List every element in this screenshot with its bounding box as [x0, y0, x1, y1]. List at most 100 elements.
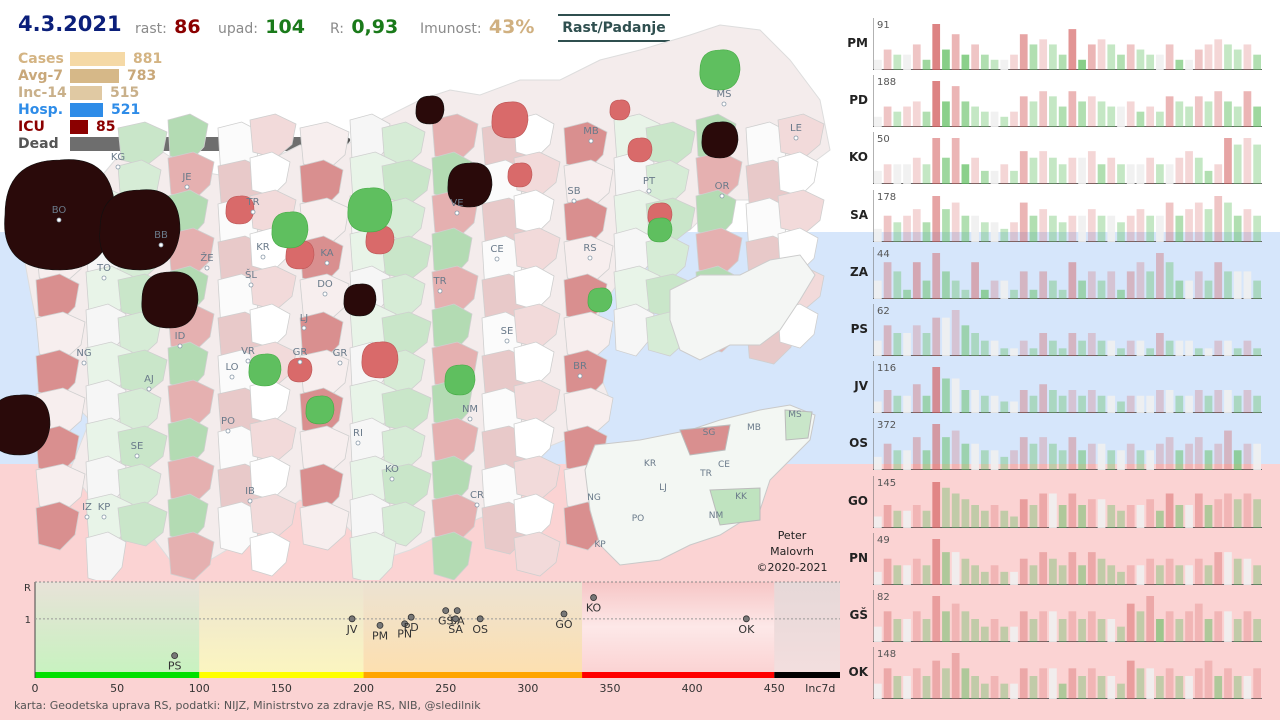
- minimap-region-kk[interactable]: [709, 487, 761, 526]
- municipality[interactable]: [167, 531, 215, 580]
- municipality[interactable]: [85, 531, 127, 580]
- very-high-municipality[interactable]: [99, 189, 181, 271]
- declining-municipality[interactable]: [699, 49, 741, 91]
- municipality[interactable]: [563, 311, 614, 361]
- region-point-KO[interactable]: [590, 594, 597, 601]
- municipality[interactable]: [167, 151, 215, 201]
- region-point-SA[interactable]: [453, 607, 461, 615]
- municipality[interactable]: [167, 379, 215, 429]
- municipality[interactable]: [777, 151, 819, 197]
- declining-municipality[interactable]: [248, 353, 282, 387]
- declining-municipality[interactable]: [587, 287, 613, 313]
- declining-municipality[interactable]: [347, 187, 393, 233]
- region-point-JV[interactable]: [348, 615, 356, 623]
- municipality[interactable]: [349, 531, 397, 580]
- municipality[interactable]: [299, 121, 350, 171]
- region-point-OK[interactable]: [742, 615, 750, 623]
- municipality[interactable]: [249, 113, 297, 159]
- municipality[interactable]: [249, 265, 297, 311]
- region-point-PD[interactable]: [407, 613, 415, 621]
- municipality[interactable]: [431, 417, 479, 467]
- slovenia-municipality-map[interactable]: KG JE BO BB TR KR ŽE ŠL TO KA DO VE CE SB RS MB PT MS LE OR…: [0, 0, 860, 580]
- declining-municipality[interactable]: [444, 364, 476, 396]
- minimap-region-ms[interactable]: [784, 409, 813, 441]
- municipality[interactable]: [299, 425, 350, 475]
- municipality[interactable]: [513, 493, 555, 539]
- municipality[interactable]: [167, 493, 209, 543]
- municipality[interactable]: [249, 531, 291, 577]
- region-point-PN[interactable]: [401, 620, 409, 628]
- region-point-PS[interactable]: [171, 652, 179, 660]
- municipality[interactable]: [167, 113, 209, 163]
- municipality[interactable]: [563, 197, 608, 247]
- municipality[interactable]: [249, 455, 291, 501]
- municipality[interactable]: [431, 303, 473, 353]
- municipality[interactable]: [513, 265, 555, 311]
- municipality[interactable]: [513, 341, 555, 387]
- municipality[interactable]: [249, 303, 291, 349]
- high-growth-municipality[interactable]: [627, 137, 653, 163]
- municipality[interactable]: [513, 417, 555, 463]
- very-high-municipality[interactable]: [447, 162, 493, 208]
- very-high-municipality[interactable]: [141, 271, 199, 329]
- municipality[interactable]: [431, 265, 479, 315]
- municipality[interactable]: [431, 531, 473, 580]
- municipality[interactable]: [117, 121, 168, 167]
- municipality[interactable]: [299, 349, 350, 399]
- region-point-GO[interactable]: [560, 610, 568, 618]
- municipality[interactable]: [513, 189, 555, 235]
- municipality[interactable]: [777, 189, 825, 235]
- very-high-municipality[interactable]: [415, 95, 445, 125]
- municipality[interactable]: [695, 189, 737, 239]
- municipality[interactable]: [167, 227, 215, 277]
- very-high-municipality[interactable]: [701, 121, 739, 159]
- municipality[interactable]: [299, 501, 350, 551]
- region-point-SA[interactable]: [452, 615, 459, 623]
- very-high-municipality[interactable]: [0, 394, 51, 456]
- municipality[interactable]: [167, 417, 209, 467]
- municipality[interactable]: [431, 493, 479, 543]
- municipality[interactable]: [249, 151, 291, 197]
- municipality[interactable]: [249, 493, 297, 539]
- municipality[interactable]: [563, 159, 614, 209]
- municipality[interactable]: [431, 227, 473, 277]
- municipality[interactable]: [167, 341, 209, 391]
- municipality[interactable]: [695, 227, 743, 277]
- municipality[interactable]: [35, 463, 86, 513]
- municipality[interactable]: [513, 455, 561, 501]
- high-growth-municipality[interactable]: [361, 341, 399, 379]
- municipality[interactable]: [777, 113, 825, 159]
- municipality[interactable]: [35, 349, 80, 399]
- high-growth-municipality[interactable]: [609, 99, 631, 121]
- municipality[interactable]: [431, 113, 479, 163]
- minimap-region-sg[interactable]: [679, 424, 731, 456]
- rast-padanje-toggle-button[interactable]: Rast/Padanje: [558, 14, 670, 42]
- high-growth-municipality[interactable]: [507, 162, 533, 188]
- municipality[interactable]: [563, 121, 608, 171]
- municipality[interactable]: [35, 273, 80, 323]
- municipality[interactable]: [563, 387, 614, 437]
- municipality[interactable]: [299, 463, 344, 513]
- municipality[interactable]: [513, 303, 561, 349]
- region-point-PM[interactable]: [376, 621, 384, 629]
- municipality[interactable]: [513, 227, 561, 273]
- municipality[interactable]: [35, 311, 86, 361]
- region-point-OS[interactable]: [476, 615, 484, 623]
- high-growth-municipality[interactable]: [287, 357, 313, 383]
- region-point-GŠ[interactable]: [442, 607, 450, 615]
- municipality[interactable]: [35, 501, 80, 551]
- declining-municipality[interactable]: [271, 211, 309, 249]
- municipality[interactable]: [513, 379, 561, 425]
- municipality[interactable]: [299, 311, 344, 361]
- municipality[interactable]: [249, 417, 297, 463]
- declining-municipality[interactable]: [305, 395, 335, 425]
- municipality[interactable]: [563, 349, 608, 399]
- very-high-municipality[interactable]: [343, 283, 377, 317]
- municipality[interactable]: [299, 159, 344, 209]
- declining-municipality[interactable]: [647, 217, 673, 243]
- municipality[interactable]: [167, 455, 215, 505]
- municipality[interactable]: [563, 235, 614, 285]
- high-growth-municipality[interactable]: [491, 101, 529, 139]
- municipality[interactable]: [513, 531, 561, 577]
- municipality[interactable]: [431, 455, 473, 505]
